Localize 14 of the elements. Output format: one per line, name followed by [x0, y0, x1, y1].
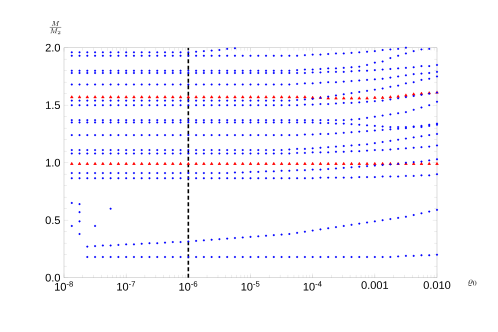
x-tick-label: 10$^{-4}$: [304, 281, 322, 291]
x-tick-label: 10$^{-5}$: [242, 281, 260, 291]
y-tick-label: 0.5: [46, 216, 60, 224]
y-tick-label: 1.5: [46, 101, 60, 110]
y-tick-label: 1.0: [46, 158, 60, 167]
y-tick-label: 0.0: [46, 274, 60, 282]
x-tick-label: 0.001: [361, 281, 388, 290]
x-tick-label: 10$^{-7}$: [117, 281, 136, 291]
y-axis-title: $\frac{M}{M_2}$: [50, 20, 62, 34]
x-axis-title: $\varrho_0$: [468, 279, 476, 286]
x-tick-label: 10$^{-6}$: [179, 281, 198, 291]
y-tick-label: 2.0: [46, 44, 60, 52]
x-tick-label: 10$^{-8}$: [55, 281, 73, 291]
x-tick-label: 0.010: [424, 281, 450, 290]
